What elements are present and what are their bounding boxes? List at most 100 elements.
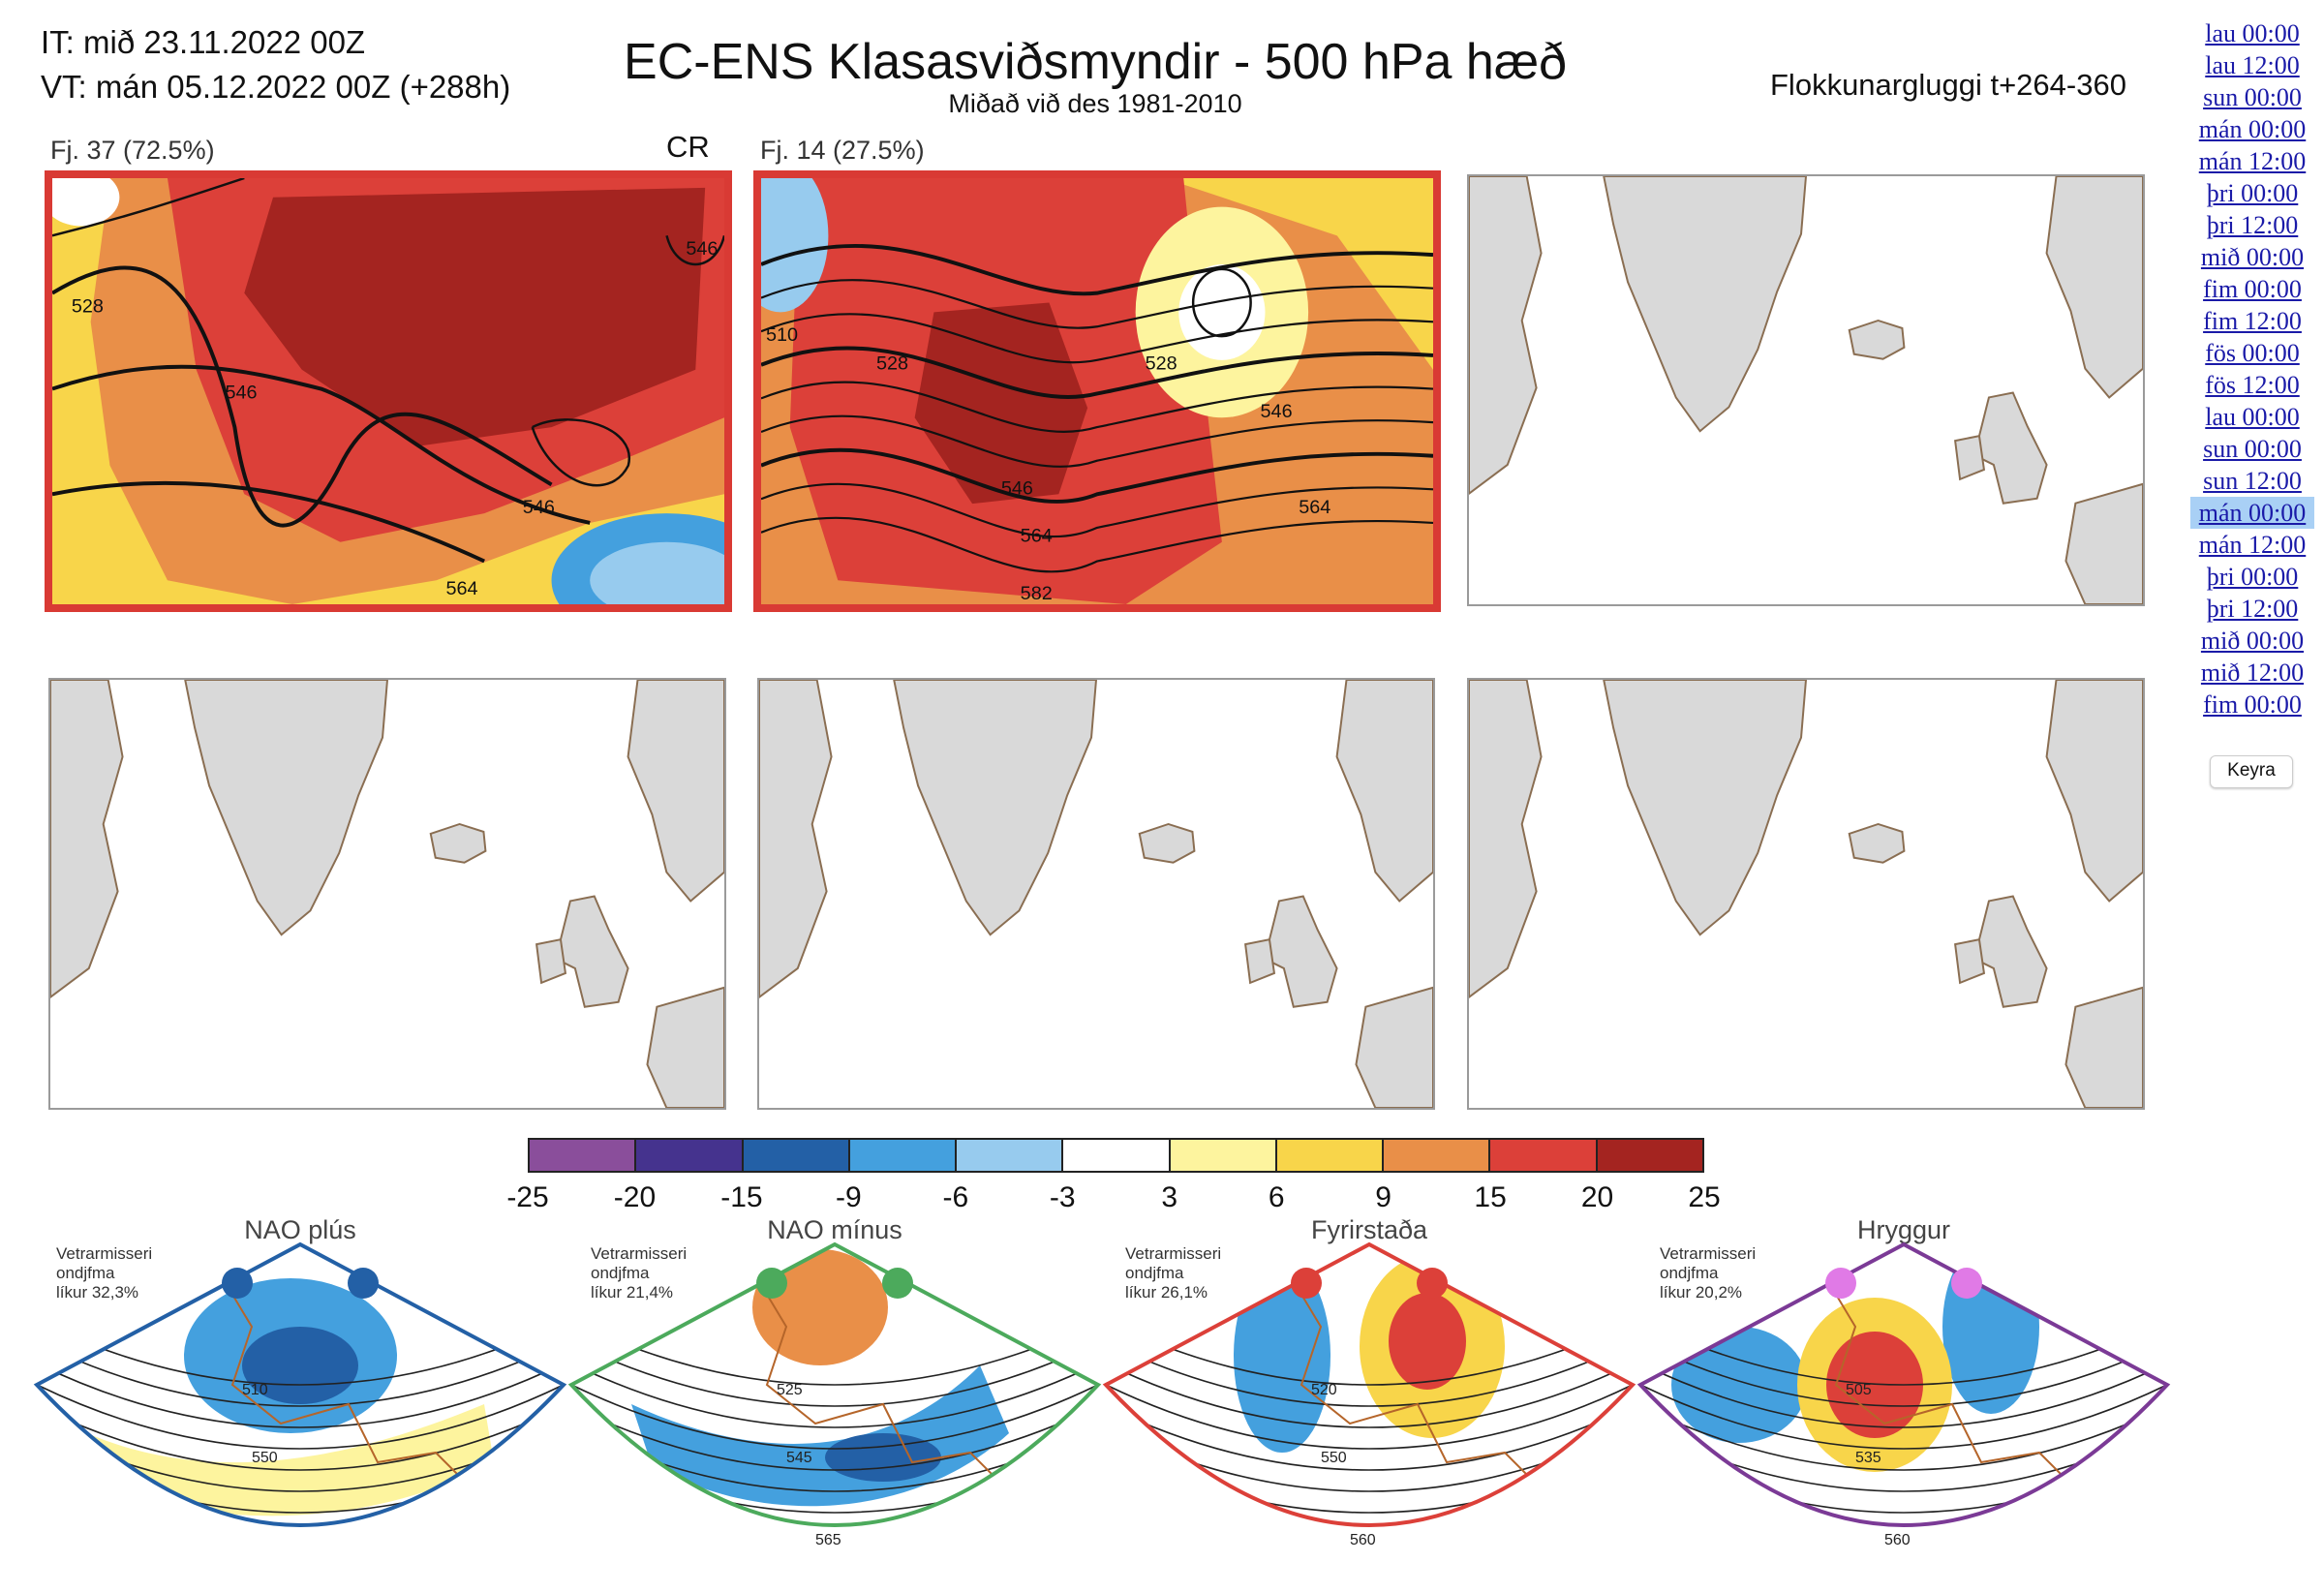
- scandinavia-land: [2045, 680, 2143, 903]
- anomaly-field: [244, 187, 706, 446]
- ireland-land: [1954, 434, 1986, 481]
- coastline: [1825, 1277, 2079, 1492]
- contour-label: 582: [1021, 583, 1053, 604]
- time-step-link[interactable]: fös 00:00: [2205, 339, 2300, 367]
- page-title: EC-ENS Klasasviðsmyndir - 500 hPa hæð: [624, 34, 1567, 90]
- time-step-link[interactable]: fim 00:00: [2203, 690, 2302, 719]
- colorbar-tick-label: -25: [506, 1181, 549, 1213]
- contour-label: 528: [876, 353, 908, 375]
- coastline: [756, 1277, 1010, 1492]
- contour-label: 546: [523, 497, 555, 518]
- cluster-1-map: 528 546 546 546 564: [45, 170, 732, 612]
- time-step-link[interactable]: þri 12:00: [2206, 595, 2299, 623]
- cluster-1-label: Fj. 37 (72.5%): [50, 136, 215, 165]
- height-contour: [37, 1337, 564, 1407]
- empty-map-3: [1467, 174, 2145, 606]
- regime-note: Vetrarmisseri ondjfma líkur 32,3%: [56, 1244, 152, 1302]
- colorbar-tick-label: -6: [942, 1181, 969, 1213]
- uk-land: [1263, 895, 1338, 1008]
- height-contour: [761, 414, 1433, 468]
- iceland-land: [1138, 822, 1196, 864]
- run-button[interactable]: Keyra: [2210, 755, 2293, 788]
- time-step-link[interactable]: fös 12:00: [2205, 371, 2300, 399]
- time-step-link[interactable]: fim 00:00: [2203, 275, 2302, 303]
- contour-label: 545: [786, 1450, 812, 1466]
- regime-note-line: Vetrarmisseri: [56, 1244, 153, 1263]
- neutral-anomaly: [52, 178, 120, 227]
- time-step-link[interactable]: sun 00:00: [2203, 83, 2302, 111]
- scandinavia-land: [627, 680, 724, 903]
- height-contour: [52, 480, 485, 564]
- height-contour: [571, 1359, 1098, 1428]
- height-contour: [761, 346, 1433, 400]
- contour-label: 510: [766, 324, 798, 346]
- regime-marker-dot: [348, 1268, 379, 1299]
- contour-label: 505: [1846, 1382, 1872, 1398]
- regime-note: Vetrarmisseri ondjfma líkur 21,4%: [591, 1244, 687, 1302]
- regime-frame: [1102, 1241, 1636, 1527]
- contour-label: 565: [815, 1532, 841, 1548]
- regime-panel: NAO mínus Vetrarmisseri ondjfma líkur 21,4…: [564, 1215, 1106, 1564]
- valid-time: VT: mán 05.12.2022 00Z (+288h): [41, 69, 511, 105]
- time-step-link[interactable]: lau 00:00: [2205, 19, 2300, 47]
- regime-title: NAO mínus: [767, 1215, 902, 1244]
- europe-land: [1355, 986, 1433, 1108]
- greenland-land: [184, 680, 388, 936]
- height-contour: [761, 516, 1433, 573]
- regime-note: Vetrarmisseri ondjfma líkur 26,1%: [1125, 1244, 1221, 1302]
- colorbar-swatch: [530, 1140, 637, 1171]
- height-contour: [1106, 1444, 1633, 1514]
- colorbar-tick-label: 3: [1161, 1181, 1178, 1213]
- time-step-link[interactable]: mán 00:00: [2190, 497, 2314, 529]
- height-contour: [1191, 267, 1252, 338]
- regime-note-line: ondjfma: [56, 1264, 115, 1282]
- contour-label: 528: [72, 295, 104, 317]
- regime-marker-dot: [222, 1268, 253, 1299]
- iceland-land: [1848, 319, 1906, 360]
- contour-label: 520: [1311, 1382, 1337, 1398]
- regime-note-line: líkur 20,2%: [1660, 1283, 1743, 1302]
- time-step-link[interactable]: mán 12:00: [2198, 147, 2307, 175]
- regime-note-line: Vetrarmisseri: [591, 1244, 688, 1263]
- time-step-link[interactable]: sun 00:00: [2203, 435, 2302, 463]
- contour-label: 564: [445, 578, 477, 599]
- time-step-link[interactable]: þri 12:00: [2206, 211, 2299, 239]
- negative-anomaly: [590, 541, 724, 604]
- time-step-link[interactable]: þri 00:00: [2206, 179, 2299, 207]
- time-step-link[interactable]: mið 00:00: [2200, 243, 2305, 271]
- regime-marker-dot: [1825, 1268, 1856, 1299]
- time-step-link[interactable]: fim 12:00: [2203, 307, 2302, 335]
- regime-note-line: Vetrarmisseri: [1125, 1244, 1222, 1263]
- cluster-1-tag: CR: [666, 130, 710, 164]
- time-step-link[interactable]: lau 00:00: [2205, 403, 2300, 431]
- time-step-link[interactable]: sun 12:00: [2203, 467, 2302, 495]
- colorbar-tick-label: -15: [720, 1181, 763, 1213]
- colorbar-tick-label: -3: [1049, 1181, 1076, 1213]
- regime-panel: Fyrirstaða Vetrarmisseri ondjfma líkur 26,…: [1098, 1215, 1640, 1564]
- height-contour: [571, 1380, 1098, 1450]
- colorbar-tick-label: 25: [1688, 1181, 1721, 1213]
- contour-label: 528: [1146, 353, 1177, 375]
- height-contour: [1106, 1359, 1633, 1428]
- anomaly-field: [825, 1433, 941, 1482]
- contour-label: 550: [252, 1450, 278, 1466]
- contour-label: 560: [1350, 1532, 1376, 1548]
- time-step-link[interactable]: mið 00:00: [2200, 627, 2305, 655]
- time-step-link[interactable]: þri 00:00: [2206, 563, 2299, 591]
- time-step-link[interactable]: lau 12:00: [2205, 51, 2300, 79]
- contour-label: 564: [1021, 526, 1053, 547]
- contour-label: 564: [1299, 497, 1330, 518]
- time-step-link[interactable]: mán 12:00: [2198, 531, 2307, 559]
- regime-marker-dot: [882, 1268, 913, 1299]
- height-contour: [531, 418, 631, 487]
- regime-note: Vetrarmisseri ondjfma líkur 20,2%: [1660, 1244, 1756, 1302]
- regime-marker-dot: [1417, 1268, 1448, 1299]
- time-step-link[interactable]: mán 00:00: [2198, 115, 2307, 143]
- contour-label: 535: [1855, 1450, 1881, 1466]
- regime-panel: Hryggur Vetrarmisseri ondjfma líkur 20,2% 5…: [1633, 1215, 2175, 1564]
- europe-land: [2064, 986, 2143, 1108]
- empty-map-5: [757, 678, 1435, 1110]
- regime-marker-dot: [756, 1268, 787, 1299]
- time-step-link[interactable]: mið 12:00: [2200, 659, 2305, 687]
- colorbar-swatch: [957, 1140, 1064, 1171]
